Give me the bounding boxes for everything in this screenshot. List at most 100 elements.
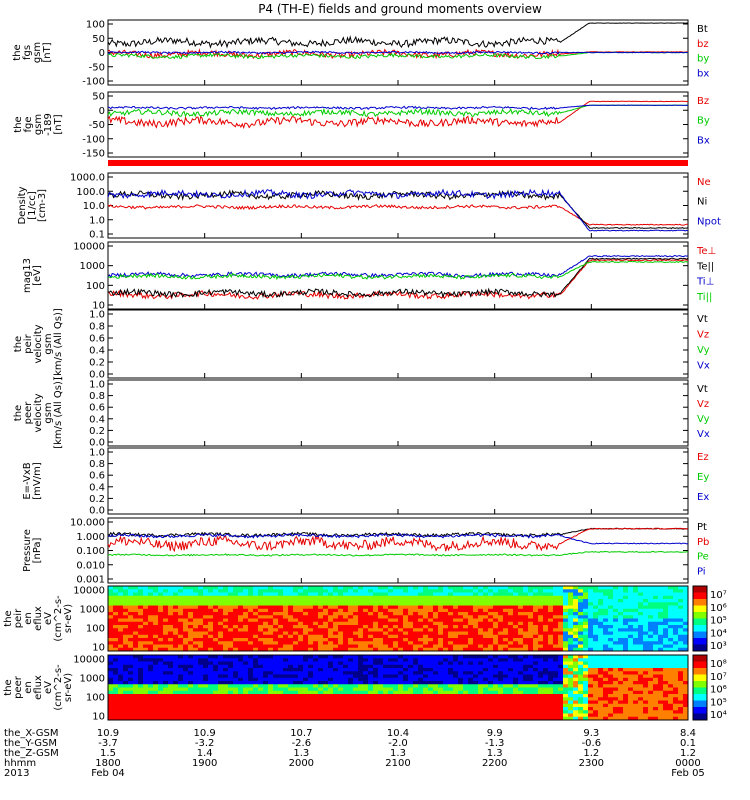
- panel-frame: [107, 517, 689, 584]
- panel-1: 100 50 0 -50 -100 the fgs gsm [nT] Bt bz by bx: [12, 19, 709, 88]
- colorbar-tick-label: 10³: [710, 641, 727, 652]
- legend-label: Pe: [697, 552, 709, 563]
- colorbar-tick-label: 10⁴: [710, 710, 727, 721]
- y-axis-label: eV: [43, 612, 54, 625]
- colorbar-tick-label: 10⁶: [710, 603, 727, 614]
- legend-label: Bx: [697, 135, 710, 146]
- y-axis-label: gsm: [43, 402, 54, 423]
- y-axis-label: [cm-3]: [37, 189, 48, 222]
- legend-label: Vz: [697, 399, 709, 410]
- legend-label: Ti||: [696, 292, 712, 303]
- ephemeris-value: 10.9: [97, 728, 119, 739]
- y-tick-label: 10: [92, 301, 105, 312]
- colorbar-tick-label: 10⁸: [710, 659, 727, 670]
- y-tick-label: 100.0: [76, 187, 105, 198]
- y-axis-label: [km/s (All Qs)]: [53, 308, 64, 380]
- y-tick-label: 10: [92, 643, 105, 654]
- y-tick-label: 0.2: [89, 358, 105, 369]
- legend-label: Vx: [697, 429, 710, 440]
- y-tick-label: 0.6: [89, 471, 105, 482]
- series-line: [107, 50, 688, 55]
- series-line: [107, 257, 689, 299]
- ephemeris-value: -3.7: [98, 738, 118, 749]
- legend-label: Vx: [697, 361, 710, 372]
- y-tick-label: 50: [92, 34, 105, 45]
- plot-title: P4 (TH-E) fields and ground moments over…: [258, 2, 542, 16]
- y-tick-label: 0: [99, 48, 105, 59]
- y-tick-label: 1.0: [89, 310, 105, 321]
- panel-frame: [107, 309, 689, 379]
- y-tick-label: 1.0: [89, 380, 105, 391]
- date-start-label: Feb 04: [91, 768, 125, 779]
- y-tick-label: 1.0: [89, 448, 105, 459]
- legend-label: Vy: [697, 414, 710, 425]
- ephemeris-value: 2300: [579, 758, 604, 769]
- y-tick-label: 100: [86, 693, 105, 704]
- y-axis-label: [nT]: [42, 42, 53, 62]
- y-axis-label: [mV/m]: [32, 462, 43, 500]
- ephemeris-value: 1.2: [583, 748, 599, 759]
- series-line: [107, 188, 689, 232]
- y-tick-label: 0.010: [76, 560, 105, 571]
- y-tick-label: 100: [86, 624, 105, 635]
- y-axis-label: the: [3, 610, 14, 626]
- y-tick-label: 1000: [80, 605, 105, 616]
- y-tick-label: 0.2: [89, 426, 105, 437]
- y-tick-label: 0.100: [76, 546, 105, 557]
- y-axis-label: fgs: [22, 45, 33, 60]
- ephemeris-value: 10.4: [387, 728, 409, 739]
- legend-label: Npot: [697, 216, 721, 227]
- panel-frame: [107, 379, 689, 447]
- y-axis-label: [km/s (All Qs)]: [53, 377, 64, 449]
- legend-label: Ez: [697, 452, 709, 463]
- legend-label: Vt: [697, 384, 708, 395]
- y-tick-label: 0: [99, 106, 105, 117]
- ephemeris-value: 9.3: [583, 728, 599, 739]
- colorbar-tick-label: 10⁷: [710, 672, 727, 683]
- ephemeris-label: the_X-GSM: [4, 728, 58, 739]
- ephemeris-value: 0000: [675, 758, 700, 769]
- ephemeris-value: -0.6: [582, 738, 602, 749]
- y-tick-label: -100: [82, 77, 105, 88]
- y-tick-label: 10.0: [83, 201, 105, 212]
- y-axis-label: the: [13, 116, 24, 132]
- legend-label: Vy: [697, 345, 710, 356]
- y-tick-label: 0.0: [89, 370, 105, 381]
- y-axis-label: [nT]: [53, 114, 64, 134]
- legend-label: Ni: [697, 197, 707, 208]
- series-line: [107, 532, 689, 545]
- y-tick-label: -50: [89, 62, 105, 73]
- y-tick-label: 0.6: [89, 334, 105, 345]
- y-axis-label: velocity: [33, 324, 44, 363]
- y-axis-label: mag13: [22, 258, 33, 293]
- y-axis-label: velocity: [33, 393, 44, 432]
- panel-4: 10000 1000 100 10 mag13 [eV] Te⊥ Te|| Ti⊥ Ti||: [22, 241, 716, 312]
- y-axis-label: eflux: [33, 606, 44, 631]
- y-tick-label: 1.0: [89, 215, 105, 226]
- series-line: [107, 527, 689, 553]
- y-axis-label: gsm: [32, 42, 43, 63]
- y-tick-label: 0.8: [89, 391, 105, 402]
- colorbar-tick-label: 10⁶: [710, 685, 727, 696]
- ephemeris-value: 2100: [385, 758, 410, 769]
- y-axis-label: (cm^2-s-: [53, 595, 64, 642]
- ephemeris-value: -3.2: [195, 738, 215, 749]
- ephemeris-label: the_Z-GSM: [4, 748, 59, 759]
- ephemeris-label: hhmm: [4, 758, 36, 769]
- y-axis-label: the: [3, 679, 14, 695]
- series-line: [107, 260, 689, 281]
- series-line: [107, 48, 689, 60]
- date-end-label: Feb 05: [671, 768, 705, 779]
- y-axis-label: Density: [17, 186, 28, 224]
- y-axis-label: peir: [13, 608, 24, 628]
- legend-label: Ex: [697, 492, 709, 503]
- legend-label: Bz: [697, 96, 709, 107]
- legend-label: Te||: [696, 261, 714, 272]
- legend-label: Pt: [697, 522, 707, 533]
- y-tick-label: 0.001: [76, 575, 105, 586]
- y-axis-label: en: [23, 681, 34, 694]
- panel-5: 1.00.80.60.40.20.0 the peir velocity gsm [km/…: [13, 308, 710, 380]
- legend-label: Ne: [697, 177, 711, 188]
- ephemeris-value: 9.9: [487, 728, 503, 739]
- y-tick-label: 10000: [73, 242, 105, 253]
